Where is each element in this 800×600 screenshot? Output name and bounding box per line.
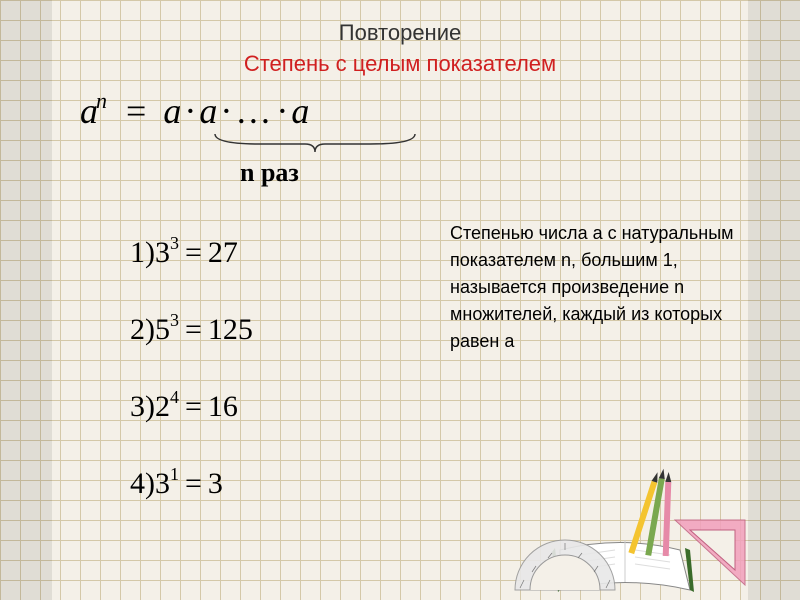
example-base: 3: [155, 467, 170, 500]
definition-text: Степенью числа а с натуральным показател…: [450, 220, 750, 355]
pencils-icon: [628, 468, 671, 556]
example-row: 4)31=3: [130, 466, 253, 501]
example-result: 3: [208, 467, 223, 500]
example-base: 5: [155, 313, 170, 346]
example-exp: 3: [170, 233, 179, 253]
example-index: 1): [130, 236, 155, 269]
example-index: 2): [130, 313, 155, 346]
example-base: 3: [155, 236, 170, 269]
example-result: 27: [208, 236, 238, 269]
title-line-1: Повторение: [0, 18, 800, 49]
example-exp: 3: [170, 310, 179, 330]
slide-content: Повторение Степень с целым показателем a…: [0, 0, 800, 600]
example-base: 2: [155, 390, 170, 423]
example-exp: 4: [170, 387, 179, 407]
underbrace-icon: [210, 130, 420, 160]
slide-title: Повторение Степень с целым показателем: [0, 18, 800, 80]
example-row: 1)33=27: [130, 235, 253, 270]
example-row: 2)53=125: [130, 312, 253, 347]
example-result: 125: [208, 313, 253, 346]
n-times-label: n раз: [240, 158, 299, 188]
examples-list: 1)33=27 2)53=125 3)24=16 4)31=3: [130, 235, 253, 543]
example-result: 16: [208, 390, 238, 423]
title-line-2: Степень с целым показателем: [0, 49, 800, 80]
example-row: 3)24=16: [130, 389, 253, 424]
formula-a3: a: [291, 91, 309, 131]
power-definition-formula: an = a·a·…·a: [80, 90, 309, 132]
example-exp: 1: [170, 464, 179, 484]
formula-a2: a: [199, 91, 217, 131]
equals-sign: =: [126, 91, 146, 131]
formula-a1: a: [163, 91, 181, 131]
formula-exponent: n: [96, 88, 107, 113]
stationery-corner-illustration: [480, 440, 760, 600]
example-index: 3): [130, 390, 155, 423]
example-index: 4): [130, 467, 155, 500]
